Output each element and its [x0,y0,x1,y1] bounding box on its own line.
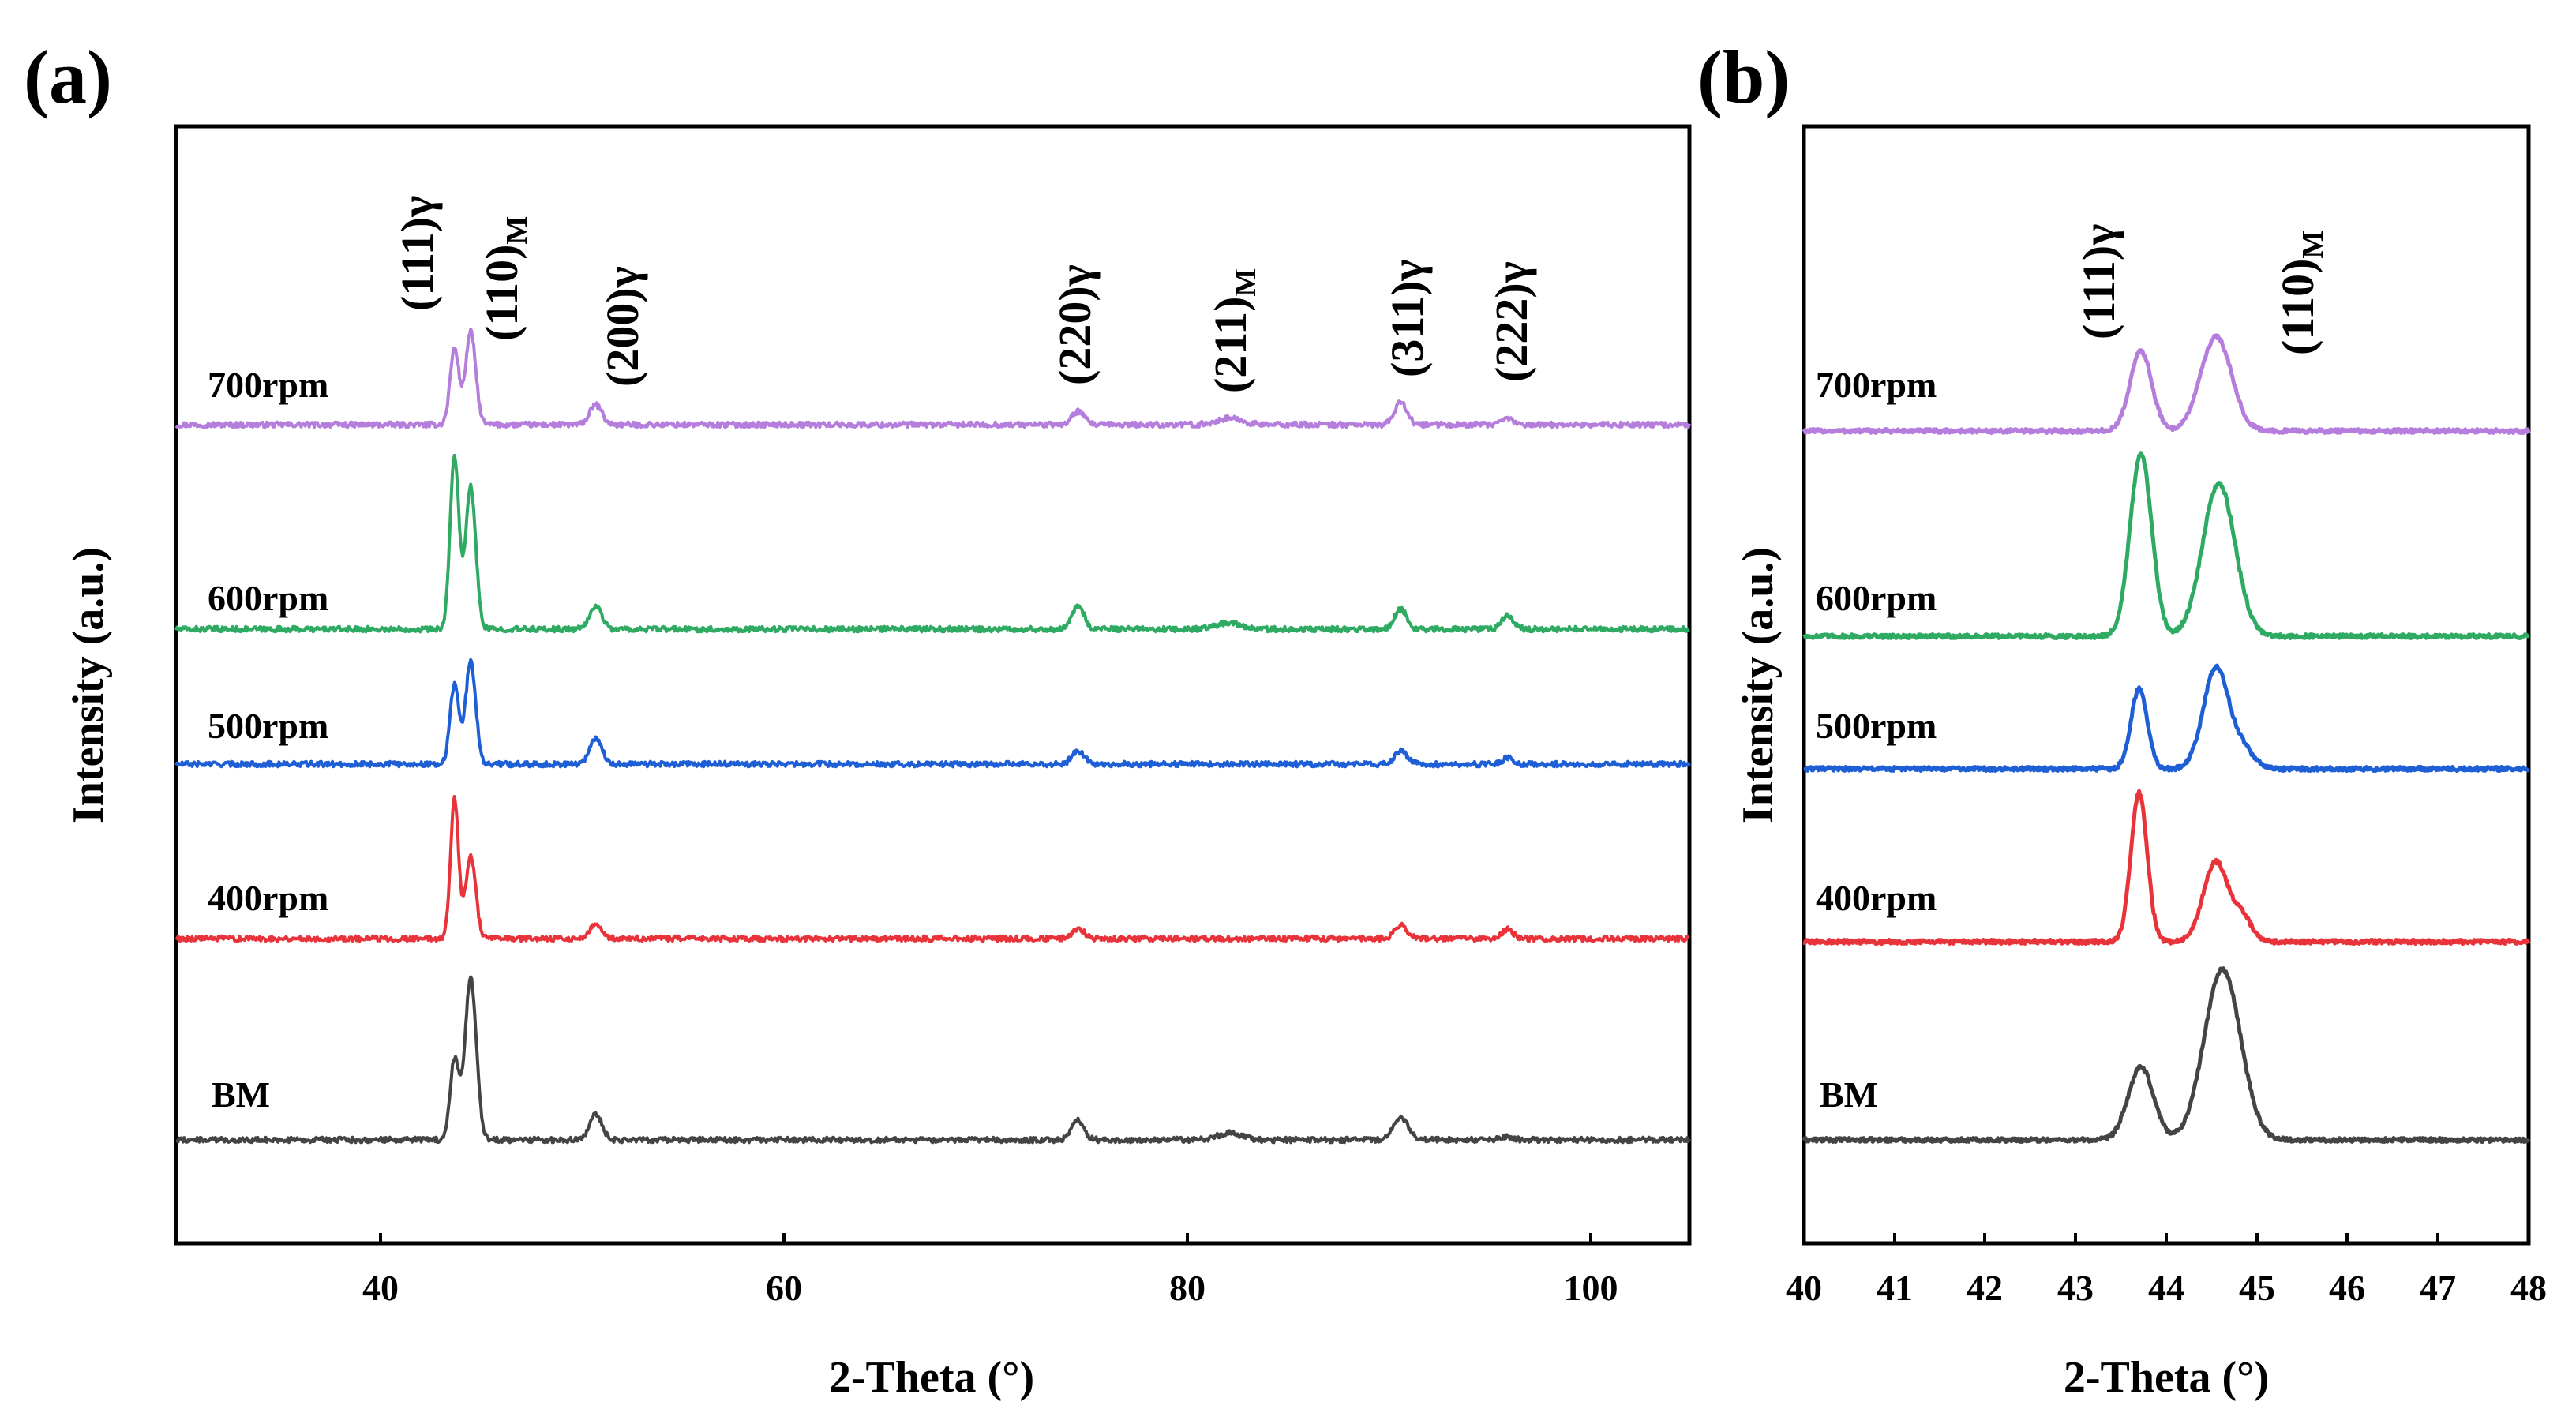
panel-b-trace-500rpm [1802,663,2530,773]
panel-a-x-tick-label: 40 [362,1268,399,1308]
panel-a-peak-label-111-gamma: (111)γ [392,196,443,311]
panel-a: (a) 40 60 80 100 2-Theta (°) Intensity (… [24,35,1692,1402]
panel-a-label: (a) [24,35,112,119]
panel-b-series-label-500rpm: 500rpm [1816,706,1937,746]
panel-b-trace-600rpm [1802,451,2530,640]
peak-label-main: (110) [2272,259,2323,355]
panel-b-trace-bm [1802,966,2531,1144]
panel-b-x-tick-label: 43 [2057,1268,2094,1308]
panel-b-trace-400rpm [1802,789,2531,946]
panel-a-y-axis-title: Intensity (a.u.) [64,547,113,823]
peak-label-subscript: M [501,216,534,245]
panel-b-plot-frame [1802,124,2531,1246]
panel-b-x-tick-label: 40 [1786,1268,1822,1308]
panel-a-peak-label-200-gamma: (200)γ [597,266,648,387]
panel-b-series-label-400rpm: 400rpm [1816,878,1937,918]
panel-a-traces [174,328,1691,1145]
panel-a-x-tick-label: 80 [1169,1268,1206,1308]
panel-b-x-tick-label: 41 [1877,1268,1913,1308]
panel-b-x-tick-label: 46 [2329,1268,2365,1308]
panel-a-series-label-600rpm: 600rpm [208,578,328,618]
panel-a-trace-500rpm [174,658,1691,769]
panel-a-trace-400rpm [174,795,1690,943]
peak-label-subscript: M [1229,268,1262,297]
panel-b-x-tick-label: 48 [2510,1268,2547,1308]
panel-a-x-tick-label: 100 [1564,1268,1618,1308]
panel-b-x-tick-label: 47 [2420,1268,2456,1308]
peak-label-main: (211) [1205,297,1256,393]
panel-b-series-label-600rpm: 600rpm [1816,578,1937,618]
panel-a-series-label-bm: BM [212,1074,270,1115]
panel-a-plot-frame [174,124,1692,1246]
panel-b-x-tick-label: 45 [2239,1268,2275,1308]
peak-label-subscript: M [2297,231,2330,259]
panel-b-x-tick-label: 42 [1967,1268,2003,1308]
panel-a-peak-label-311-gamma: (311)γ [1382,259,1433,377]
panel-a-peak-label-222-gamma: (222)γ [1486,261,1537,382]
panel-b-x-tick-label: 44 [2148,1268,2184,1308]
panel-b-series-label-bm: BM [1820,1074,1878,1115]
panel-a-x-axis-title: 2-Theta (°) [829,1353,1034,1402]
panel-b-peak-label-110-m: (110)M [2272,231,2330,355]
panel-a-trace-600rpm [174,453,1690,634]
panel-a-series-label-500rpm: 500rpm [208,706,328,746]
panel-b-trace-700rpm [1802,333,2531,435]
panel-a-trace-bm [175,975,1691,1145]
panel-a-x-tick-label: 60 [766,1268,802,1308]
panel-a-x-axis-ticks: 40 60 80 100 [362,1233,1618,1308]
panel-b: (b) 40 41 42 43 44 45 46 47 48 2-Theta (… [1697,35,2547,1402]
panel-b-x-axis-ticks: 40 41 42 43 44 45 46 47 48 [1786,1233,2547,1308]
peak-label-main: (110) [476,245,527,341]
panel-b-series-label-700rpm: 700rpm [1816,365,1937,405]
panel-a-series-label-400rpm: 400rpm [208,878,328,918]
panel-b-x-axis-title: 2-Theta (°) [2064,1353,2269,1402]
panel-a-trace-700rpm [174,328,1691,429]
panel-a-series-label-700rpm: 700rpm [208,365,328,405]
panel-a-peak-label-211-m: (211)M [1205,268,1262,393]
panel-b-label: (b) [1697,35,1790,119]
panel-b-peak-label-111-gamma: (111)γ [2073,224,2124,339]
panel-b-y-axis-title: Intensity (a.u.) [1734,547,1783,823]
panel-a-peak-label-220-gamma: (220)γ [1049,264,1101,385]
panel-b-traces [1802,333,2531,1144]
panel-a-peak-label-110-m: (110)M [476,216,534,341]
